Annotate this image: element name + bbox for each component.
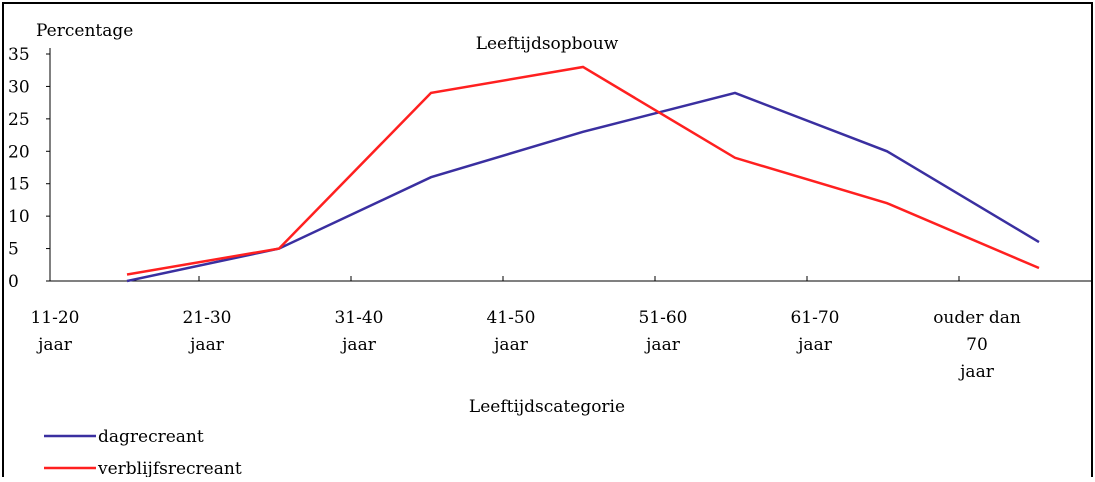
legend-item: dagrecreant	[44, 427, 204, 447]
x-tick-label-line: 70	[966, 335, 988, 355]
series-line-verblijfsrecreant	[126, 65, 1040, 276]
x-tick-label: ouder dan 70 jaar	[933, 308, 1021, 382]
y-tick-label: 35	[8, 45, 30, 65]
x-tick-label: 31-40 jaar	[334, 308, 383, 355]
x-tick-label-line: ouder dan	[933, 308, 1021, 328]
y-axis-label: Percentage	[36, 21, 133, 41]
legend-label: dagrecreant	[98, 427, 204, 447]
x-tick-label: 41-50 jaar	[486, 308, 535, 355]
x-tick-label: 21-30 jaar	[182, 308, 231, 355]
y-ticks: 0 5 10 15 20 25 30 35	[8, 45, 50, 292]
legend: dagrecreant verblijfsrecreant	[44, 427, 242, 479]
y-tick-label: 30	[8, 77, 30, 97]
y-tick-label: 10	[8, 207, 30, 227]
x-tick-label: 61-70 jaar	[790, 308, 839, 355]
legend-item: verblijfsrecreant	[44, 459, 242, 479]
x-tick-label-line: 11-20	[30, 308, 79, 328]
y-tick-label: 25	[8, 110, 30, 130]
axes	[49, 48, 1092, 282]
x-tick-label-line: 21-30	[182, 308, 231, 328]
series-lines	[126, 65, 1040, 283]
x-tick-label-line: 31-40	[334, 308, 383, 328]
x-tick-label-line: 51-60	[638, 308, 687, 328]
x-tick-label: 11-20 jaar	[30, 308, 79, 355]
x-ticks: 11-20jaar21-30jaar31-40jaar41-50jaar51-6…	[30, 276, 1021, 382]
x-tick-label-line: jaar	[644, 335, 681, 355]
chart-title: Leeftijdsopbouw	[476, 34, 619, 54]
series-line-dagrecreant	[126, 91, 1040, 283]
x-axis-label: Leeftijdscategorie	[469, 397, 625, 417]
x-tick-label-line: 61-70	[790, 308, 839, 328]
x-tick-label-line: jaar	[796, 335, 833, 355]
legend-label: verblijfsrecreant	[97, 459, 242, 477]
x-tick-label-line: jaar	[492, 335, 529, 355]
y-tick-label: 5	[8, 240, 19, 260]
y-tick-label: 15	[8, 175, 30, 195]
x-tick-label-line: jaar	[36, 335, 73, 355]
y-tick-label: 0	[8, 272, 19, 292]
y-tick-label: 20	[8, 142, 30, 162]
x-tick-label: 51-60 jaar	[638, 308, 687, 355]
x-tick-label-line: jaar	[958, 362, 995, 382]
x-tick-label-line: jaar	[340, 335, 377, 355]
x-tick-label-line: jaar	[188, 335, 225, 355]
x-tick-label-line: 41-50	[486, 308, 535, 328]
